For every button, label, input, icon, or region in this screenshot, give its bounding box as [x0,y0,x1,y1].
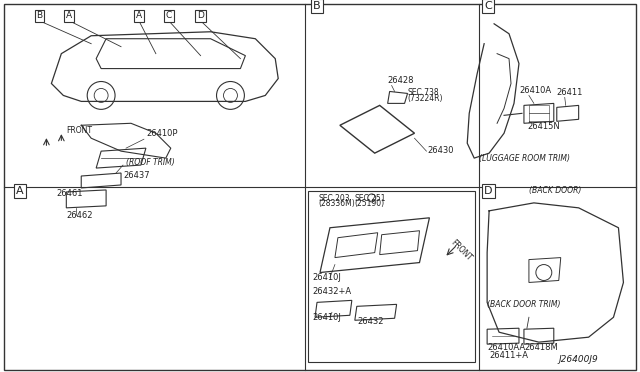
Text: A: A [16,186,24,196]
Text: 26410J: 26410J [312,273,341,282]
Text: A: A [66,12,72,20]
Text: D: D [197,12,204,20]
Text: 26410J: 26410J [312,313,341,322]
Text: (BACK DOOR): (BACK DOOR) [529,186,581,195]
Text: 26461: 26461 [56,189,83,198]
Text: 26428: 26428 [388,77,414,86]
Text: A: A [136,12,142,20]
Text: (25190): (25190) [355,199,385,208]
Text: 26411: 26411 [557,89,583,97]
Text: 26462: 26462 [67,211,93,220]
Text: (LUGGAGE ROOM TRIM): (LUGGAGE ROOM TRIM) [479,154,570,163]
Bar [308,191,475,362]
Text: J26400J9: J26400J9 [559,355,598,364]
Text: 26411+A: 26411+A [489,351,528,360]
Text: (BACK DOOR TRIM): (BACK DOOR TRIM) [487,300,561,310]
Text: 26418M: 26418M [524,343,557,352]
Text: SEC.251: SEC.251 [355,194,387,203]
Text: B: B [313,1,321,11]
Text: C: C [484,1,492,11]
Text: 26410P: 26410P [146,129,177,138]
Text: 26410A: 26410A [519,86,551,96]
Text: C: C [166,12,172,20]
Text: (28336M): (28336M) [318,199,355,208]
Text: 26437: 26437 [123,171,150,180]
Text: D: D [484,186,492,196]
Text: 26415N: 26415N [527,122,559,131]
Text: SEC.203: SEC.203 [318,194,349,203]
Text: 26430: 26430 [428,146,454,155]
Text: B: B [36,12,42,20]
Text: 26432+A: 26432+A [312,288,351,296]
Text: FRONT: FRONT [449,238,474,263]
Text: 26410AA: 26410AA [487,343,525,352]
Text: FRONT: FRONT [67,126,92,135]
Text: SEC.738: SEC.738 [408,89,439,97]
Text: (73224R): (73224R) [408,94,443,103]
Text: 26432: 26432 [358,317,384,326]
Text: (ROOF TRIM): (ROOF TRIM) [126,158,175,167]
